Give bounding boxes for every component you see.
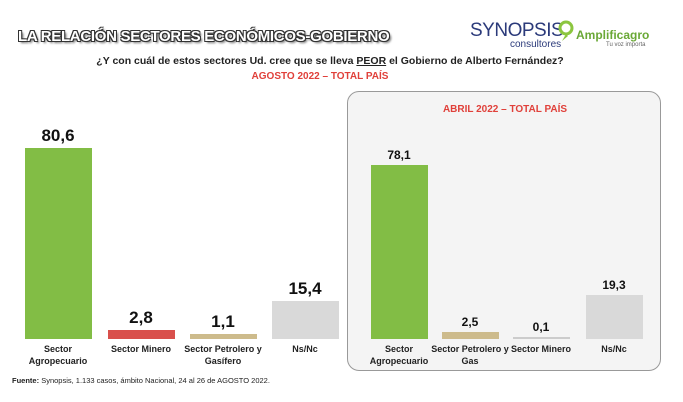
chart-subtitle: AGOSTO 2022 – TOTAL PAÍS [251, 71, 389, 82]
category-label: Ns/Nc [292, 344, 318, 354]
question: ¿Y con cuál de estos sectores Ud. cree q… [0, 55, 660, 67]
value-label: 2,5 [461, 314, 479, 329]
bar [585, 294, 643, 339]
question-text: ¿Y con cuál de estos sectores Ud. cree q… [96, 55, 357, 67]
source-label: Fuente: [12, 376, 40, 385]
brand: Amplificagro [576, 28, 650, 42]
brand-sub: consultores [510, 39, 562, 50]
bar [271, 300, 339, 339]
brand-sub: Tu voz importa [606, 42, 646, 48]
question-text: el Gobierno de Alberto Fernández? [386, 55, 564, 67]
question-emphasis: PEOR [356, 55, 387, 67]
category-label: Sector Petrolero y Gas [431, 344, 509, 366]
bar [24, 147, 92, 339]
page-title: LA RELACIÓN SECTORES ECONÓMICOS-GOBIERNO [18, 28, 390, 45]
category-label: Ns/Nc [601, 344, 627, 354]
chart-subtitle: ABRIL 2022 – TOTAL PAÍS [442, 104, 568, 115]
logo-icon [558, 20, 574, 41]
category-label: Sector Minero [510, 344, 571, 354]
category-label: Sector Petrolero y Gasífero [184, 344, 262, 366]
brand: SYNOPSIS [470, 20, 564, 41]
value-label: 15,4 [288, 278, 322, 298]
value-label: 80,6 [41, 125, 75, 145]
bar [189, 334, 257, 339]
value-label: 1,1 [211, 312, 235, 332]
value-label: 78,1 [387, 148, 411, 163]
source-text: Synopsis, 1.133 casos, ámbito Nacional, … [41, 376, 270, 385]
bar [370, 165, 428, 339]
value-label: 2,8 [129, 308, 153, 328]
category-label: Sector Minero [110, 344, 171, 354]
value-label: 0,1 [532, 319, 550, 334]
bar [107, 330, 175, 339]
category-label: Sector Agropecuario [28, 344, 88, 366]
category-label: Sector Agropecuario [369, 344, 429, 366]
value-label: 19,3 [602, 277, 626, 292]
bar [441, 331, 499, 339]
source: Fuente: Synopsis, 1.133 casos, ámbito Na… [12, 376, 270, 385]
